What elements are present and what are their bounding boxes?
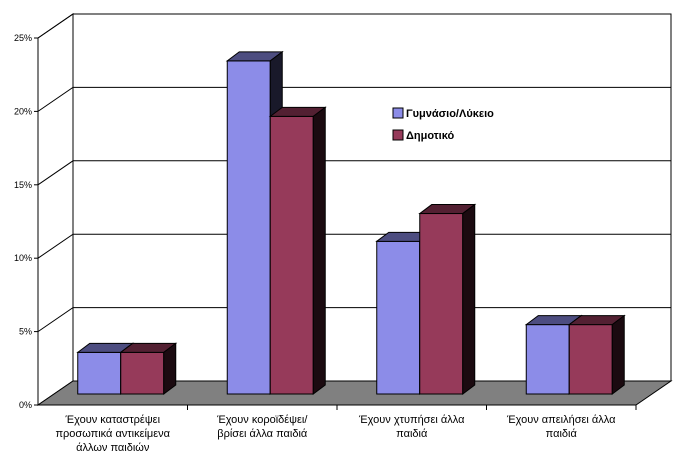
bar <box>418 203 477 395</box>
x-tick-label: Έχουν χτυπήσει άλλα παιδιά <box>358 414 465 440</box>
bar <box>567 314 626 395</box>
gridline <box>37 13 671 39</box>
bar-front <box>226 60 271 395</box>
legend-label: Γυμνάσιο/Λύκειο <box>406 108 494 120</box>
y-axis: 0% 5% 10% 15% 20% 25% <box>14 33 39 410</box>
side-wall <box>37 13 74 406</box>
bar-front <box>525 324 570 395</box>
gridline <box>37 160 671 186</box>
bar-side <box>611 314 625 395</box>
x-axis-labels: Έχουν καταστρέψει προσωπικά αντικείμενα άλ… <box>38 404 637 454</box>
y-tick-label: 10% <box>14 253 32 263</box>
bar-front <box>120 351 165 395</box>
legend: Γυμνάσιο/Λύκειο Δημοτικό <box>392 107 494 142</box>
y-tick-label: 5% <box>19 327 32 337</box>
bar-front <box>419 213 464 395</box>
y-tick-label: 15% <box>14 180 32 190</box>
legend-swatch <box>392 107 404 119</box>
bar-side <box>163 342 177 395</box>
bar-front <box>269 115 314 395</box>
y-tick-label: 20% <box>14 106 32 116</box>
bars <box>76 50 626 395</box>
legend-swatch <box>392 129 404 141</box>
x-tick-label: Έχουν απειλήσει άλλα παιδιά <box>506 414 616 440</box>
bar-front <box>77 351 122 395</box>
bar-side <box>462 203 476 395</box>
y-tick-label: 25% <box>14 33 32 43</box>
bar <box>268 106 327 395</box>
bar-front <box>376 240 421 395</box>
y-tick-label: 0% <box>19 400 32 410</box>
bar <box>119 342 178 395</box>
legend-label: Δημοτικό <box>406 130 455 142</box>
x-tick-label: Έχουν καταστρέψει προσωπικά αντικείμενα άλ… <box>55 414 170 454</box>
bar-front <box>568 324 613 395</box>
gridline <box>37 86 671 112</box>
bar-side <box>312 106 326 395</box>
x-tick-label: Έχουν κοροϊδέψει/βρίσει άλλα παιδιά <box>216 414 308 440</box>
